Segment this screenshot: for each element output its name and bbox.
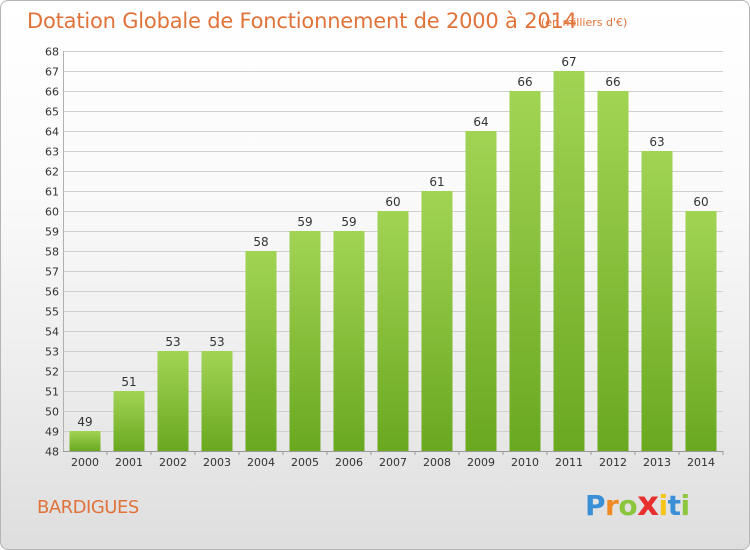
data-label: 64 [473,115,488,129]
data-label: 53 [209,335,224,349]
y-tick-label: 51 [45,386,59,399]
logo-letter: r [605,489,619,522]
commune-name: BARDIGUES [37,497,139,518]
x-tick-label: 2004 [247,456,275,469]
x-tick-label: 2002 [159,456,187,469]
y-tick-label: 63 [45,146,59,159]
logo-letter: t [667,489,681,522]
data-label: 63 [649,135,664,149]
y-tick-label: 50 [45,406,59,419]
x-tick-label: 2003 [203,456,231,469]
x-axis-ticks: 2000 2001 2002 2003 2004 2005 2006 2007 2008 2009… [71,451,724,469]
y-tick-label: 60 [45,206,59,219]
x-tick-label: 2000 [71,456,99,469]
bar [245,251,277,451]
bar [201,351,233,451]
logo-letter: i [680,489,691,522]
bar [465,131,497,451]
logo-letter: i [658,489,669,522]
y-tick-label: 54 [45,326,59,339]
bar [597,91,629,451]
bar [69,431,101,451]
y-tick-label: 57 [45,266,59,279]
y-tick-label: 56 [45,286,59,299]
bar [421,191,453,451]
y-tick-label: 65 [45,106,59,119]
bar [377,211,409,451]
y-tick-label: 62 [45,166,59,179]
bar [333,231,365,451]
x-tick-label: 2011 [555,456,583,469]
data-label: 59 [341,215,356,229]
data-label: 51 [121,375,136,389]
x-tick-label: 2007 [379,456,407,469]
x-tick-label: 2005 [291,456,319,469]
x-tick-label: 2013 [643,456,671,469]
bar [553,71,585,451]
chart-title: Dotation Globale de Fonctionnement de 20… [27,9,577,33]
data-label: 59 [297,215,312,229]
y-tick-label: 53 [45,346,59,359]
bar [685,211,717,451]
y-tick-label: 64 [45,126,59,139]
x-tick-label: 2014 [687,456,715,469]
y-tick-label: 55 [45,306,59,319]
y-axis-ticks: 48 49 50 51 52 53 54 55 56 57 58 59 60 61 62 63 64 65 66 67… [45,46,59,459]
y-tick-label: 59 [45,226,59,239]
data-labels: 49 51 53 53 58 59 59 60 61 64 66 67 66 63 60 [77,55,708,429]
chart-subtitle: (en milliers d'€) [541,16,628,29]
logo-letter: o [618,489,638,522]
y-tick-label: 49 [45,426,59,439]
data-label: 60 [385,195,400,209]
y-tick-label: 52 [45,366,59,379]
data-label: 49 [77,415,92,429]
data-label: 66 [605,75,620,89]
bar [113,391,145,451]
logo-letter: x [637,484,659,524]
bars [69,71,717,451]
x-tick-label: 2010 [511,456,539,469]
x-tick-label: 2008 [423,456,451,469]
y-tick-label: 67 [45,66,59,79]
bar [509,91,541,451]
data-label: 53 [165,335,180,349]
x-tick-label: 2006 [335,456,363,469]
y-tick-label: 61 [45,186,59,199]
proxiti-logo[interactable]: Proxiti [585,484,691,524]
y-tick-label: 66 [45,86,59,99]
data-label: 61 [429,175,444,189]
y-tick-label: 48 [45,446,59,459]
x-tick-label: 2012 [599,456,627,469]
bar [157,351,189,451]
x-tick-label: 2001 [115,456,143,469]
bar [641,151,673,451]
y-tick-label: 68 [45,46,59,59]
data-label: 58 [253,235,268,249]
x-tick-label: 2009 [467,456,495,469]
y-tick-label: 58 [45,246,59,259]
data-label: 60 [693,195,708,209]
data-label: 67 [561,55,576,69]
data-label: 66 [517,75,532,89]
bar [289,231,321,451]
logo-letter: P [585,489,606,522]
